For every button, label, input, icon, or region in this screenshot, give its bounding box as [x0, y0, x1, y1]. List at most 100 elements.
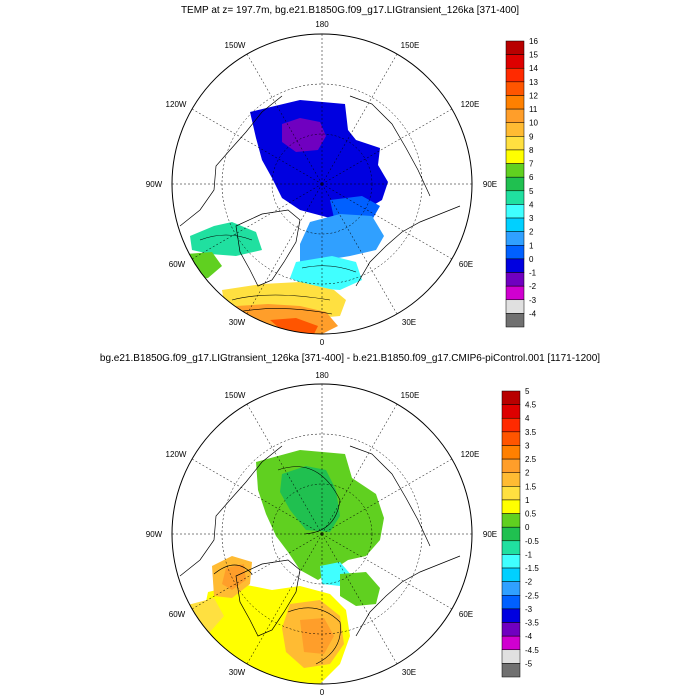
panel-2-title: bg.e21.B1850G.f09_g17.LIGtransient_126ka…: [100, 353, 600, 364]
colorbar-tick-label: 4.5: [525, 401, 537, 410]
coastline-greenland: [235, 209, 301, 287]
colorbar-tick-label: 4: [525, 414, 530, 423]
colorbar-box: [505, 176, 525, 192]
colorbar-tick-label: -5: [525, 659, 533, 668]
lon-label-60w: 60W: [169, 610, 186, 619]
colorbar-tick-label: 2: [529, 228, 534, 237]
coastline-north-america-2: [179, 445, 283, 577]
colorbar-tick-label: 2.5: [525, 455, 537, 464]
colorbar-box: [505, 149, 525, 164]
lon-label-0: 0: [320, 688, 325, 697]
colorbar-tick-label: 1.5: [525, 482, 537, 491]
lon-label-90w: 90W: [146, 530, 163, 539]
contour-b: [237, 308, 333, 315]
colorbar-box: [505, 40, 525, 55]
colorbar-box: [501, 581, 521, 596]
panel-1: TEMP at z= 197.7m, bg.e21.B1850G.f09_g17…: [146, 5, 539, 347]
colorbar-box: [505, 95, 525, 110]
colorbar-tick-label: -1: [525, 550, 533, 559]
colorbar-box: [501, 635, 521, 651]
colorbar-tick-label: -0.5: [525, 537, 539, 546]
coastline-greenland-2: [235, 559, 301, 637]
lon-label-150e: 150E: [401, 391, 420, 400]
panel-2-graticule: [172, 384, 472, 684]
field-barents: [300, 214, 384, 262]
colorbar-box: [505, 204, 525, 219]
colorbar-tick-label: -3: [525, 605, 533, 614]
panel-1-map-border: [171, 33, 473, 335]
lon-label-150e: 150E: [401, 41, 420, 50]
field-labrador-anomaly-core: [222, 564, 246, 590]
colorbar-box: [505, 81, 525, 96]
colorbar-tick-label: 0.5: [525, 510, 537, 519]
colorbar-tick-label: -2: [525, 578, 533, 587]
lon-label-90e: 90E: [483, 530, 497, 539]
colorbar-tick-label: -1.5: [525, 564, 539, 573]
colorbar-box: [505, 258, 525, 273]
panel-1-map: [179, 95, 461, 334]
panel-2-lon-labels: 180 150E 120E 90E 60E 30E 0 30W 60W 90W …: [146, 371, 497, 697]
colorbar-tick-label: 0: [525, 523, 530, 532]
colorbar-tick-label: 12: [529, 91, 538, 100]
contour-g: [213, 564, 253, 575]
colorbar-tick-label: 3: [525, 441, 530, 450]
panel-2-map: [179, 445, 461, 684]
colorbar-tick-label: 5: [529, 187, 534, 196]
colorbar-box: [501, 404, 521, 419]
lon-label-30e: 30E: [402, 318, 416, 327]
panel-2-colorbar: 5 4.5 4 3.5 3 2.5 2 1.5 1 0.5 0 -0.5 -1 -1.5 -2 -2.5 -3 -…: [501, 387, 539, 678]
colorbar-tick-label: -4.5: [525, 646, 539, 655]
colorbar-box: [505, 136, 525, 151]
colorbar-box: [505, 217, 525, 232]
colorbar-box: [505, 285, 525, 301]
colorbar-tick-label: -4: [525, 632, 533, 641]
colorbar-box: [505, 231, 525, 246]
lon-label-90w: 90W: [146, 180, 163, 189]
colorbar-tick-label: -2.5: [525, 591, 539, 600]
colorbar-box: [501, 472, 521, 487]
colorbar-box: [505, 299, 525, 314]
panel-1-graticule: [172, 34, 472, 334]
lon-label-150w: 150W: [225, 391, 246, 400]
coastline-north-america: [179, 95, 283, 227]
colorbar-box: [501, 663, 521, 678]
colorbar-box: [505, 163, 525, 178]
colorbar-tick-label: 6: [529, 173, 534, 182]
lon-label-150w: 150W: [225, 41, 246, 50]
lon-label-120w: 120W: [166, 450, 187, 459]
colorbar-tick-label: 13: [529, 78, 538, 87]
colorbar-tick-label: 14: [529, 64, 538, 73]
contour-c: [301, 265, 357, 273]
colorbar-box: [501, 608, 521, 623]
colorbar-box: [501, 431, 521, 446]
panel-2-map-border: [171, 383, 473, 685]
colorbar-tick-label: 16: [529, 37, 538, 46]
lon-label-30w: 30W: [229, 668, 246, 677]
colorbar-tick-label: 1: [529, 241, 534, 250]
colorbar-box: [501, 540, 521, 555]
colorbar-tick-label: -2: [529, 282, 537, 291]
coastline-eurasia-2: [355, 555, 461, 637]
colorbar-tick-label: -1: [529, 269, 537, 278]
colorbar-box: [501, 499, 521, 514]
colorbar-box: [501, 390, 521, 405]
lon-label-60e: 60E: [459, 610, 473, 619]
colorbar-box: [505, 245, 525, 260]
colorbar-box: [501, 486, 521, 501]
colorbar-tick-label: 1: [525, 496, 530, 505]
lon-label-120e: 120E: [461, 100, 480, 109]
panel-1-lon-labels: 180 150E 120E 90E 60E 30E 0 30W 60W 90W …: [146, 20, 497, 347]
colorbar-tick-label: -3: [529, 296, 537, 305]
colorbar-tick-label: 15: [529, 51, 538, 60]
lon-label-60e: 60E: [459, 260, 473, 269]
field-norwegian-sea: [290, 256, 362, 290]
colorbar-box: [501, 567, 521, 582]
colorbar-tick-label: 5: [525, 387, 530, 396]
contour-a: [231, 294, 331, 301]
lon-label-0: 0: [320, 338, 325, 347]
colorbar-tick-label: 9: [529, 132, 534, 141]
field-barents-anomaly: [340, 572, 380, 606]
colorbar-box: [505, 313, 525, 328]
